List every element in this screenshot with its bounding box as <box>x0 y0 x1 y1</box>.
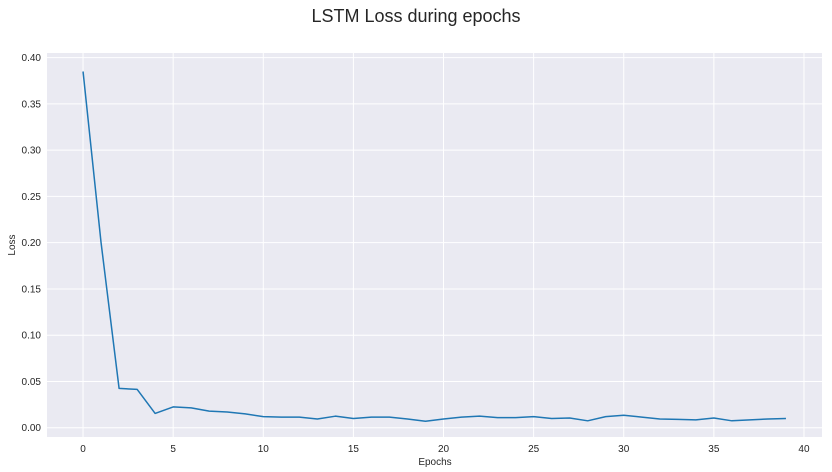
y-tick-label: 0.30 <box>22 146 42 157</box>
x-tick-label: 15 <box>348 444 360 455</box>
y-tick-label: 0.25 <box>22 192 42 203</box>
y-tick-label: 0.10 <box>22 331 42 342</box>
loss-series-line <box>82 71 786 423</box>
chart-title: LSTM Loss during epochs <box>311 6 520 26</box>
y-axis-ticks: 0.00 0.05 0.10 0.15 0.20 0.25 0.30 0.35 0.40 <box>22 53 42 434</box>
y-tick-label: 0.00 <box>22 423 42 434</box>
x-tick-label: 35 <box>708 444 720 455</box>
plot-area <box>47 53 822 437</box>
x-tick-label: 20 <box>438 444 450 455</box>
x-tick-label: 10 <box>258 444 270 455</box>
x-tick-label: 5 <box>170 444 176 455</box>
x-tick-label: 40 <box>798 444 810 455</box>
y-tick-label: 0.40 <box>22 53 42 64</box>
y-tick-label: 0.35 <box>22 99 42 110</box>
series-layer <box>82 71 786 423</box>
x-tick-label: 30 <box>618 444 630 455</box>
x-axis-ticks: 0 5 10 15 20 25 30 35 40 <box>80 444 810 455</box>
x-tick-label: 0 <box>80 444 86 455</box>
y-axis-label: Loss <box>7 234 18 255</box>
x-tick-label: 25 <box>528 444 540 455</box>
y-tick-label: 0.05 <box>22 377 42 388</box>
x-axis-label: Epochs <box>418 457 451 468</box>
y-tick-label: 0.20 <box>22 238 42 249</box>
grid-lines <box>47 53 822 437</box>
y-tick-label: 0.15 <box>22 284 42 295</box>
